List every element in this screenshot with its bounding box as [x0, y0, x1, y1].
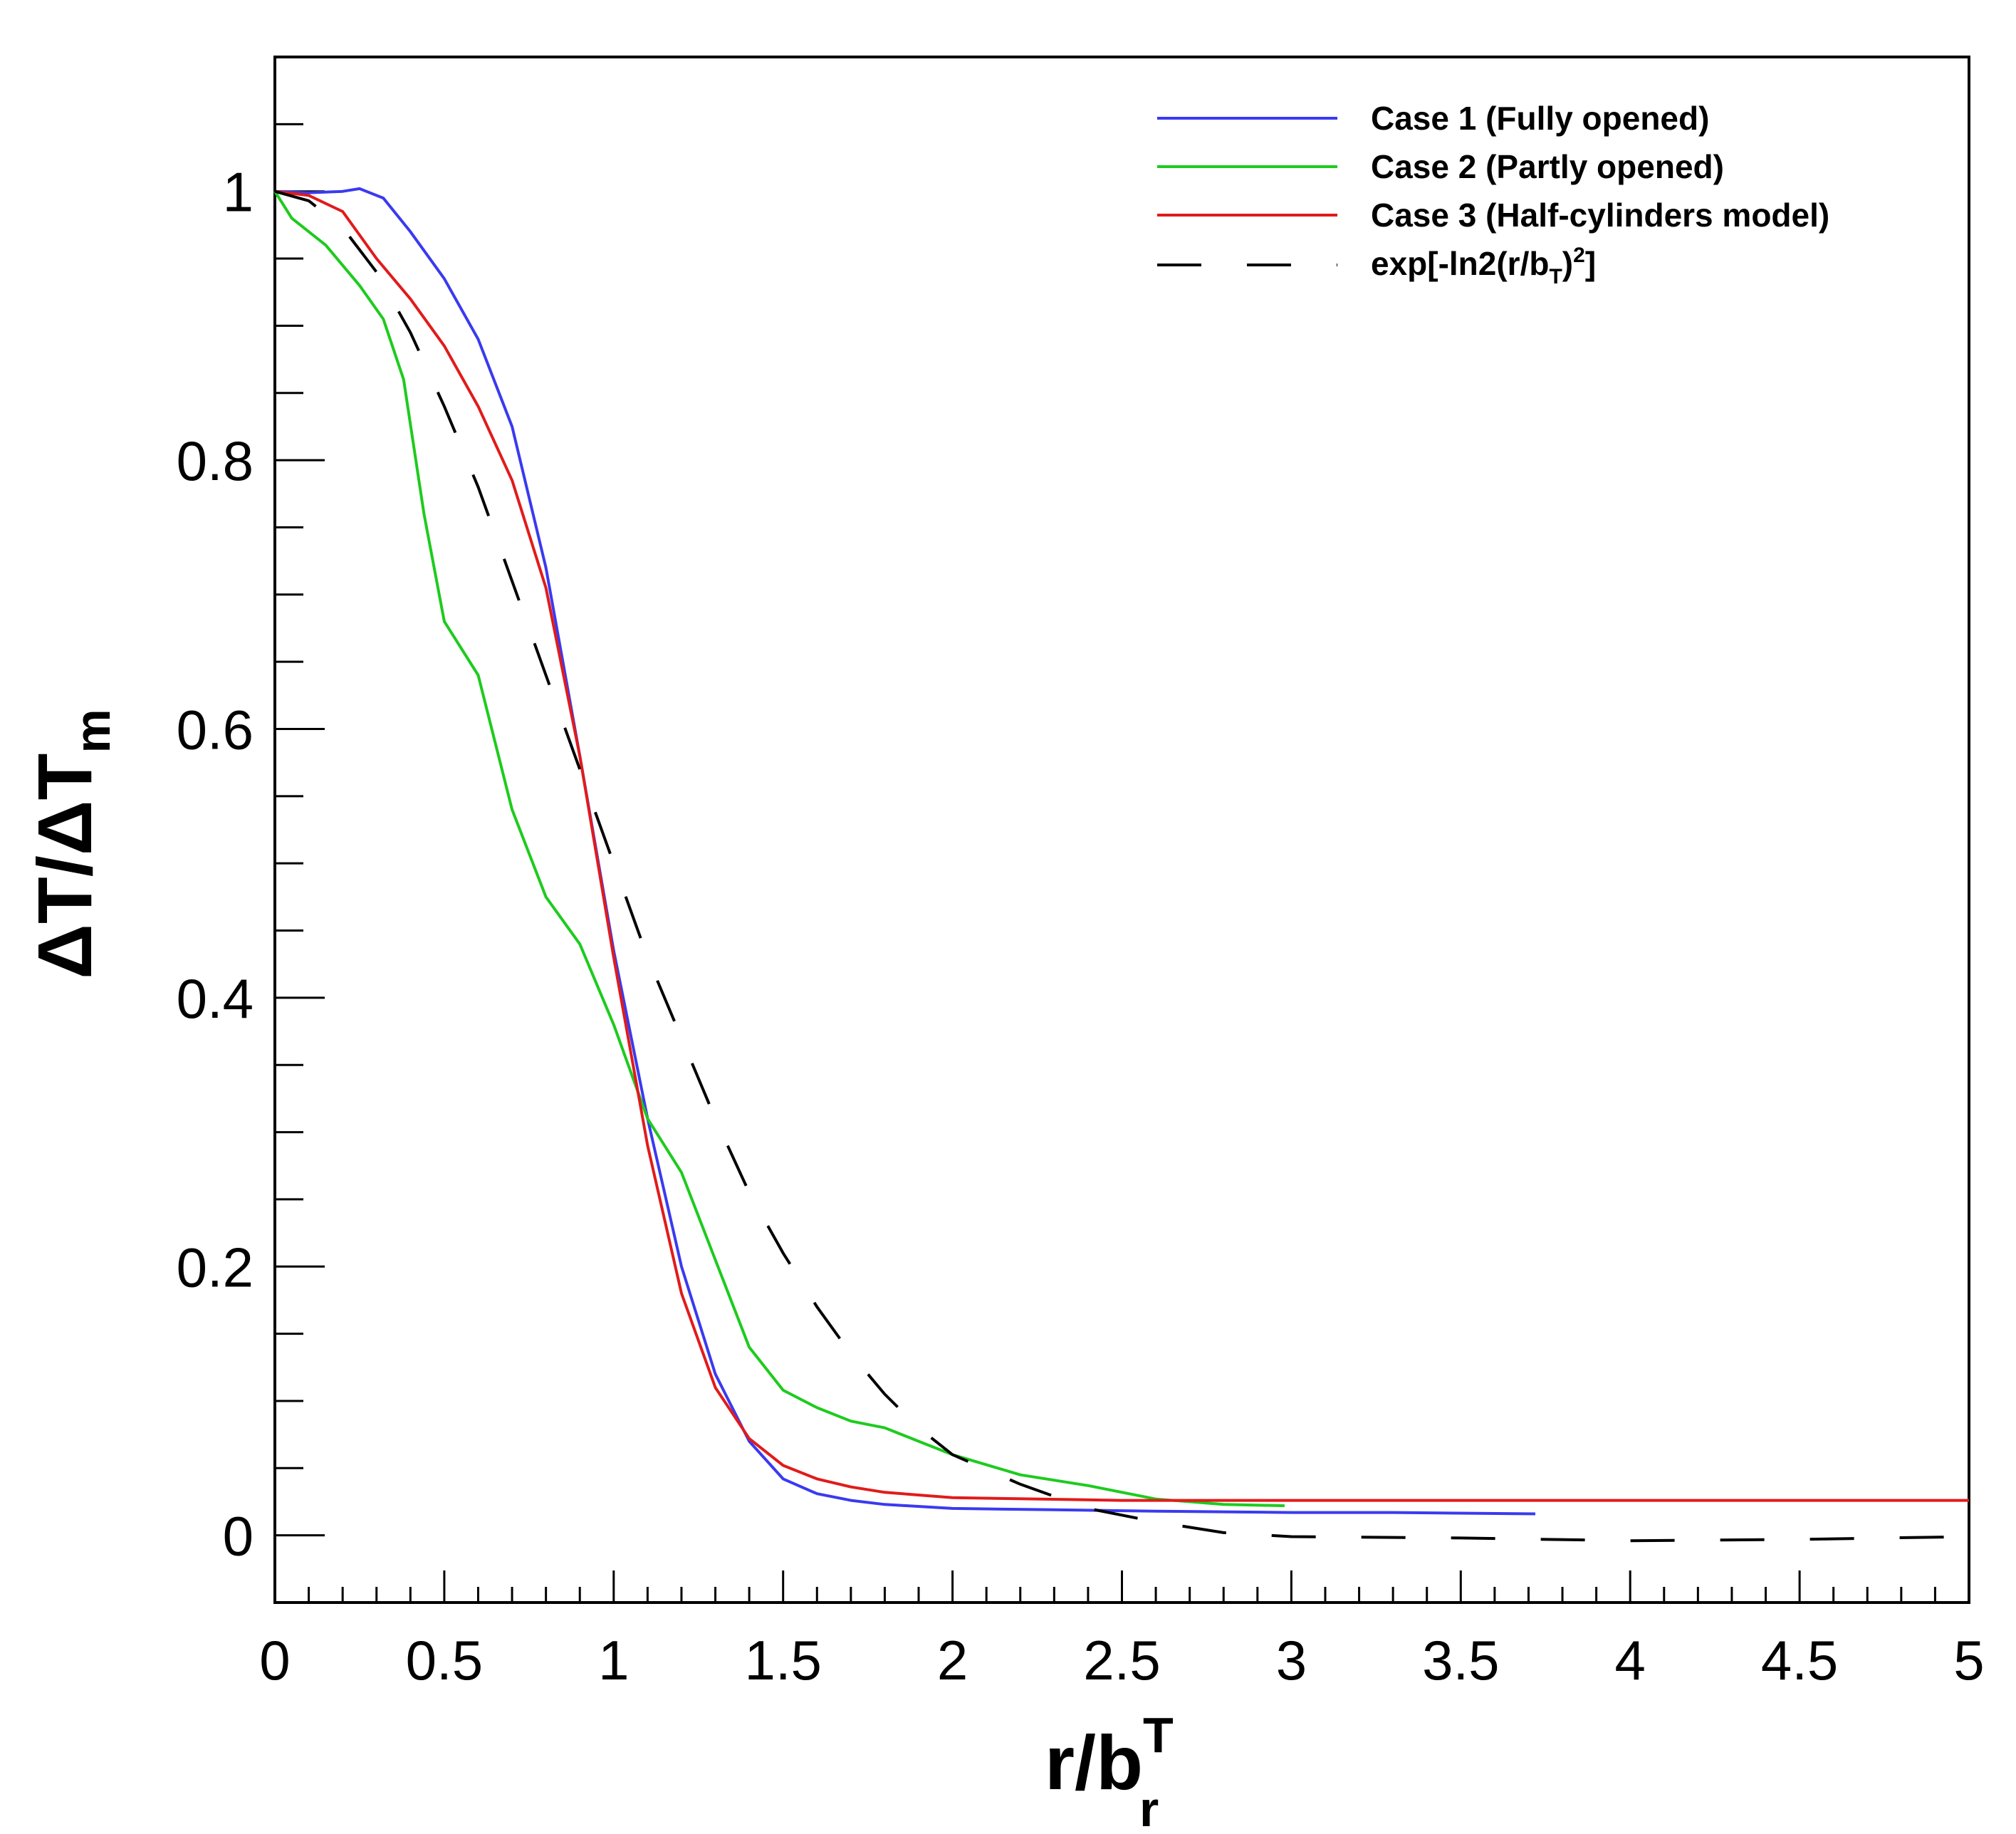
y-axis-title-main: ΔT/ΔT	[21, 754, 108, 979]
series-line-4	[274, 189, 1970, 1543]
y-tick-label: 0.6	[177, 698, 254, 761]
x-tick-label: 0	[259, 1629, 290, 1692]
legend-fit-sub: T	[1549, 265, 1562, 288]
x-axis-title-sup: T	[1143, 1707, 1173, 1763]
series-line-2	[273, 190, 1285, 1508]
legend-label-case1: Case 1 (Fully opened)	[1371, 100, 1709, 137]
y-tick-label: 0	[223, 1505, 254, 1568]
series-group	[273, 187, 1970, 1543]
x-axis-title-main: r/b	[1045, 1719, 1143, 1806]
x-tick-label: 4.5	[1761, 1629, 1838, 1692]
x-major-ticks	[273, 1570, 1970, 1603]
y-minor-ticks	[275, 56, 303, 1604]
legend-fit-mid: )	[1562, 245, 1573, 282]
y-axis-title-sub: m	[65, 709, 120, 753]
legend-fit-suffix: ]	[1585, 245, 1596, 282]
legend-label-case3: Case 3 (Half-cylinders model)	[1371, 197, 1829, 234]
x-tick-label: 3.5	[1422, 1629, 1499, 1692]
x-axis-title: r/bT r	[1045, 1707, 1173, 1834]
y-major-ticks	[275, 190, 325, 1537]
x-tick-label: 0.5	[406, 1629, 483, 1692]
legend-fit-sup: 2	[1573, 244, 1585, 267]
series-line-1	[274, 187, 1536, 1516]
x-axis-title-sub: r	[1139, 1781, 1159, 1834]
x-minor-ticks	[308, 1587, 1936, 1603]
y-axis-title: ΔT/ΔTm	[21, 709, 120, 979]
legend-fit-prefix: exp[-ln2(r/b	[1371, 245, 1549, 282]
x-tick-label: 1	[598, 1629, 629, 1692]
x-tick-labels: 0 0.5 1 1.5 2 2.5 3 3.5 4 4.5 5	[259, 1629, 1984, 1692]
series-line-3	[274, 189, 1969, 1502]
legend: Case 1 (Fully opened) Case 2 (Partly ope…	[1157, 100, 1829, 288]
x-tick-label: 2	[937, 1629, 968, 1692]
x-tick-label: 3	[1276, 1629, 1307, 1692]
y-tick-labels: 0 0.2 0.4 0.6 0.8 1	[177, 161, 254, 1568]
x-tick-label: 4	[1615, 1629, 1646, 1692]
legend-label-fit: exp[-ln2(r/bT)2]	[1371, 244, 1596, 288]
y-tick-label: 0.8	[177, 429, 254, 492]
y-tick-label: 0.4	[177, 967, 254, 1030]
y-tick-label: 1	[223, 161, 254, 224]
x-tick-label: 5	[1953, 1629, 1984, 1692]
x-tick-label: 1.5	[744, 1629, 821, 1692]
x-tick-label: 2.5	[1083, 1629, 1160, 1692]
legend-label-case2: Case 2 (Partly opened)	[1371, 148, 1724, 185]
y-tick-label: 0.2	[177, 1236, 254, 1298]
